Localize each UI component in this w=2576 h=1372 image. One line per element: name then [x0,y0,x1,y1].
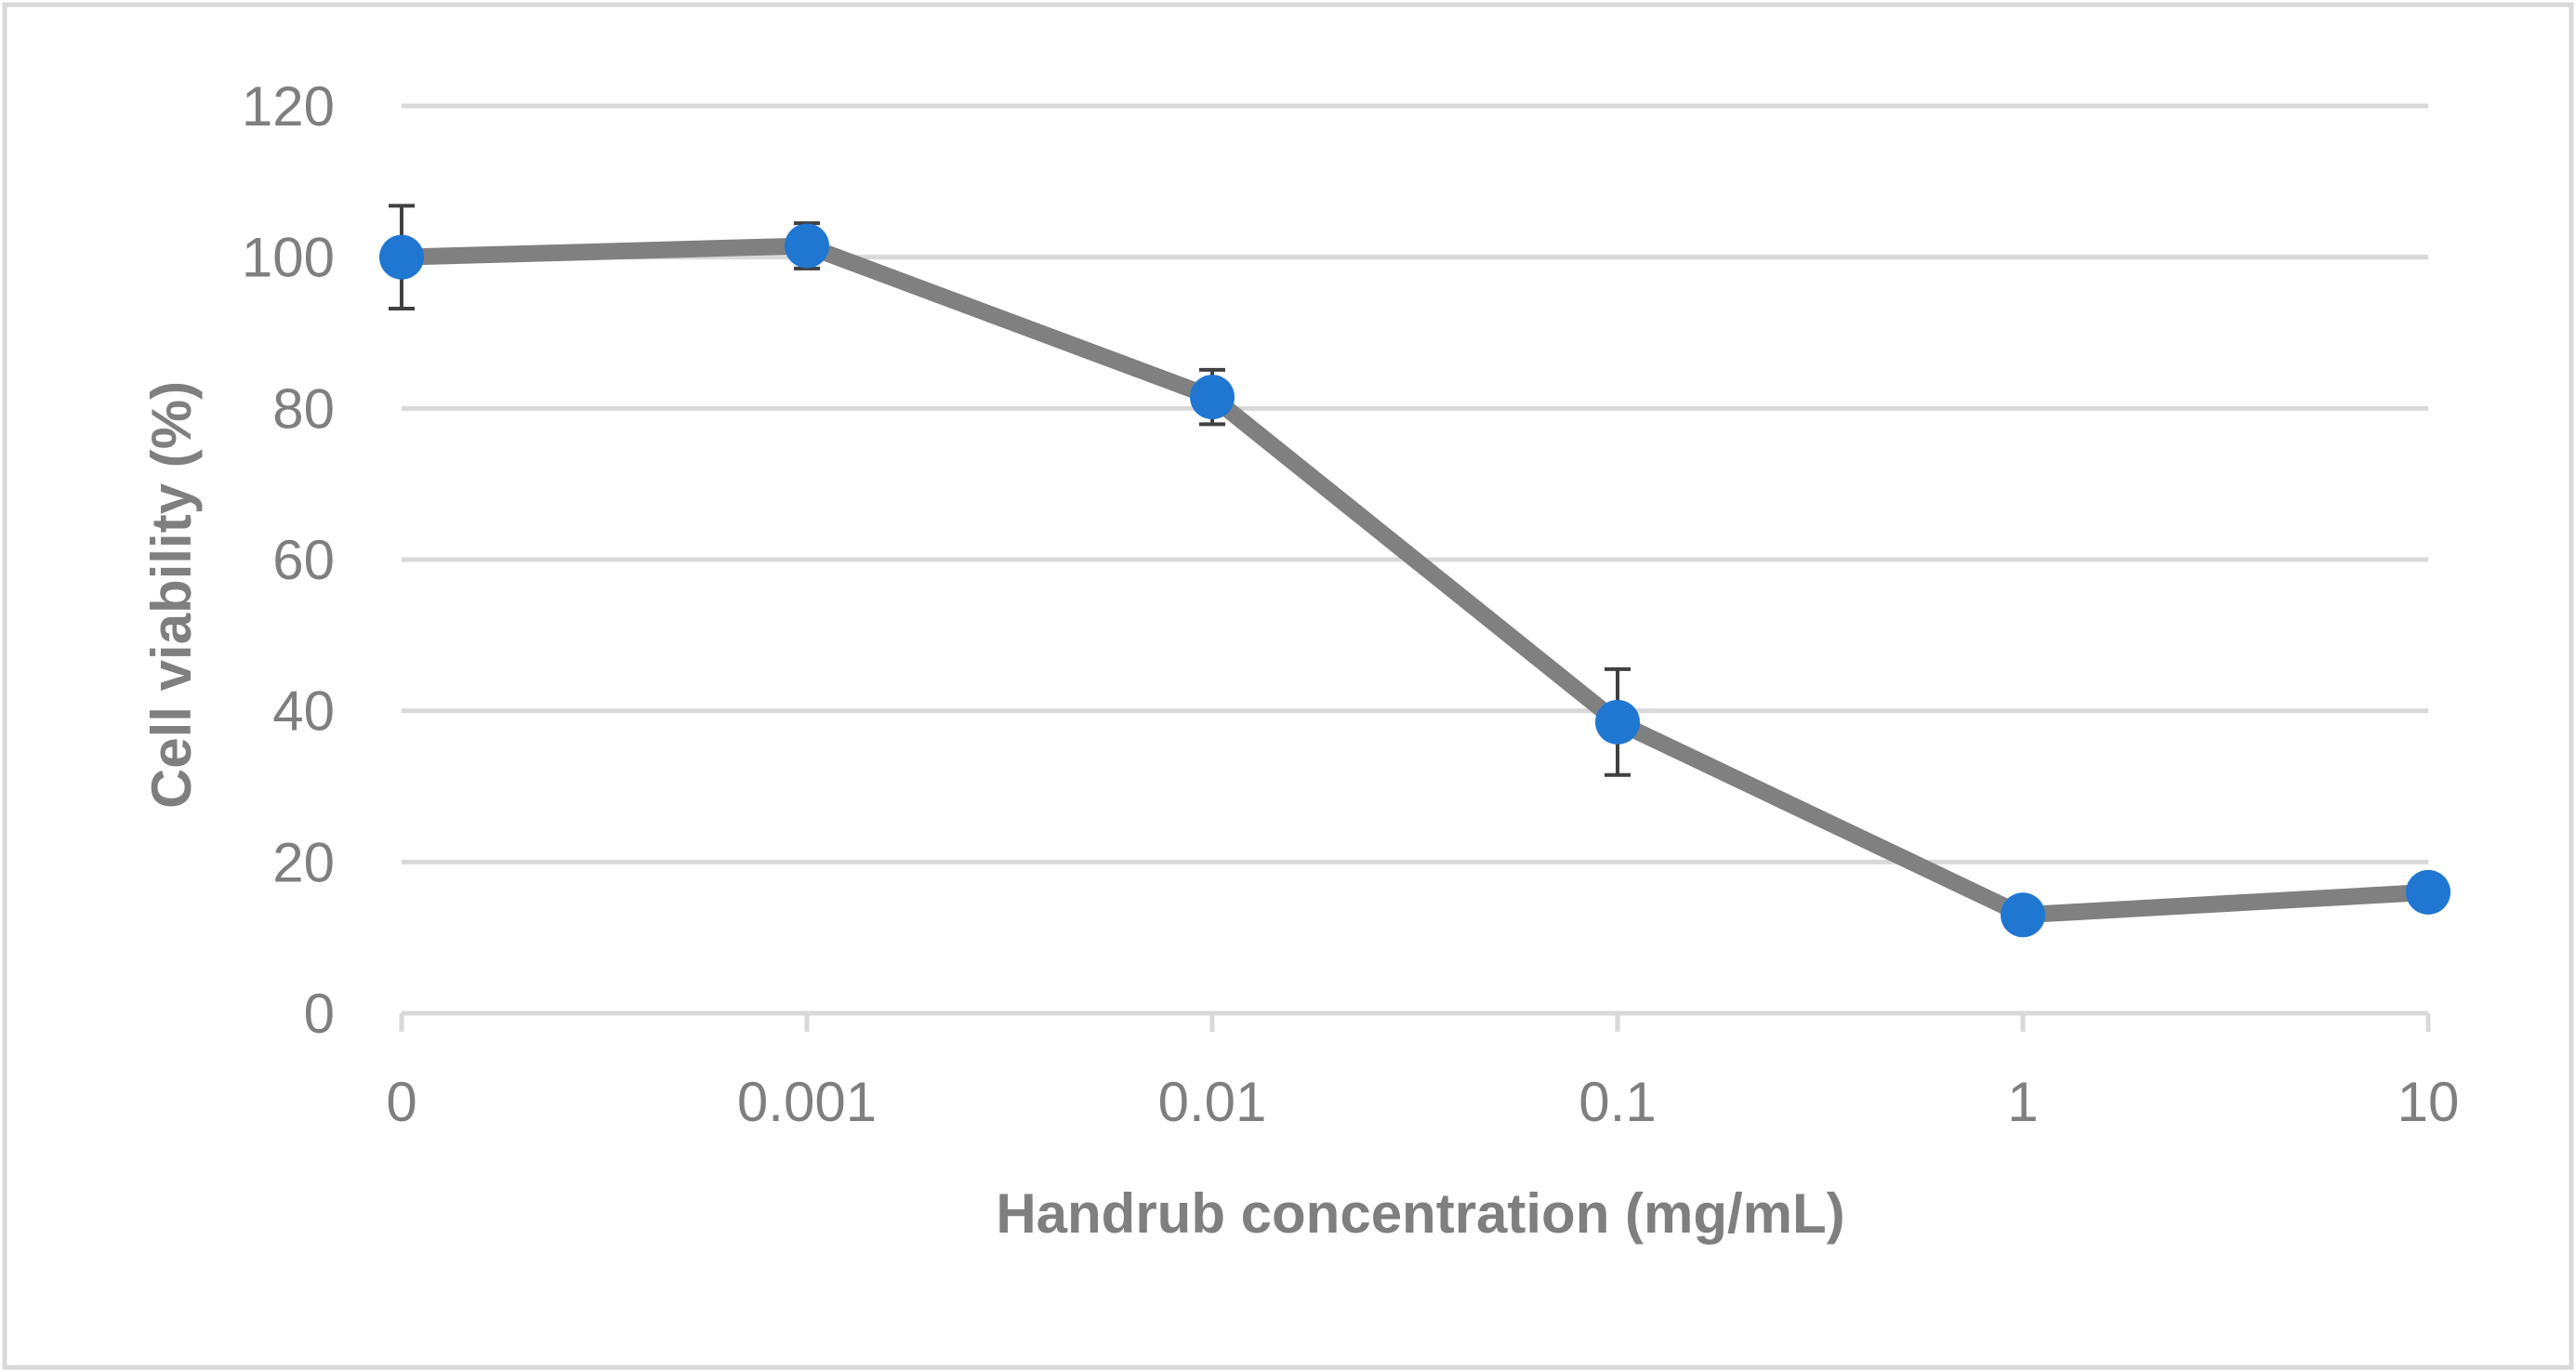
data-point [2001,892,2045,938]
y-axis: 0 20 40 60 80 100 120 [242,75,335,1045]
data-point [785,223,829,269]
data-point [1595,699,1640,745]
x-tick-labels: 0 0.001 0.01 0.1 1 10 [386,1071,2459,1133]
y-tick-label: 40 [272,680,335,743]
data-point [2406,869,2451,915]
x-tick-label: 0.001 [737,1071,877,1133]
x-axis [399,1010,2431,1032]
x-tick-label: 0 [386,1071,416,1133]
y-tick-label: 80 [272,377,335,440]
y-tick-label: 20 [272,831,335,893]
data-point [379,234,424,280]
x-tick-label: 0.01 [1158,1071,1267,1133]
x-tick-label: 1 [2007,1071,2038,1133]
y-axis-title: Cell viability (%) [140,381,203,809]
y-tick-label: 100 [242,227,335,289]
y-tick-label: 0 [304,983,335,1045]
x-tick-label: 10 [2398,1071,2460,1133]
series-cell-viability [379,204,2451,938]
data-point [1190,375,1235,420]
series-line [393,237,2437,924]
x-tick-label: 0.1 [1579,1071,1656,1133]
x-axis-title: Handrub concentration (mg/mL) [996,1182,1844,1245]
y-tick-label: 60 [272,529,335,591]
y-tick-label: 120 [242,75,335,138]
